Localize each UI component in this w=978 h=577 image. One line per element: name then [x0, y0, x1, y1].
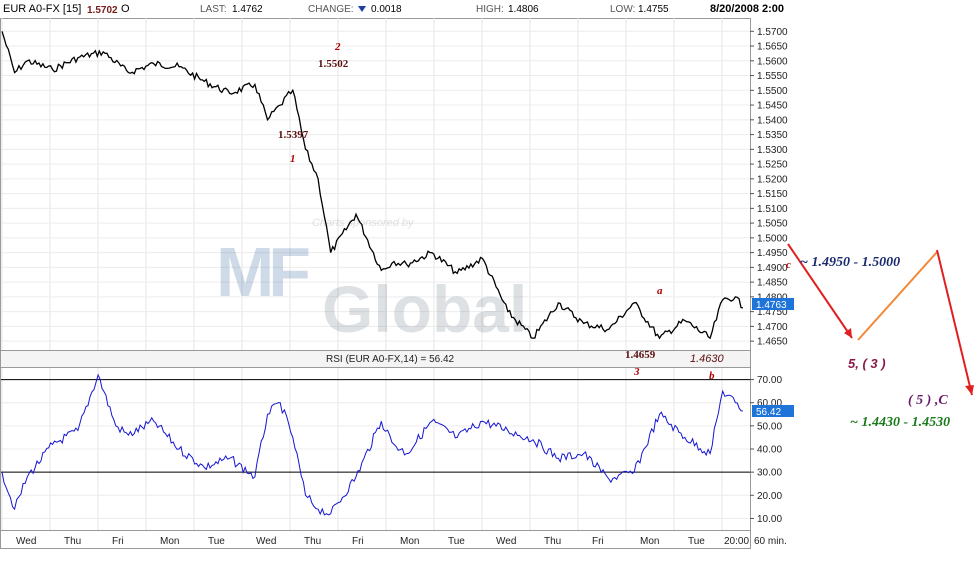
- price-tick-label: 1.5600: [757, 56, 788, 67]
- x-axis-day-labels: Wed Thu Fri Mon Tue Wed Thu Fri Mon Tue Wed Thu Fri M…: [16, 536, 749, 547]
- x-axis-day-label: Fri: [352, 536, 364, 547]
- x-axis-day-label: Thu: [544, 536, 561, 547]
- x-axis-day-label: Wed: [496, 536, 516, 547]
- x-axis-day-label: Thu: [304, 536, 321, 547]
- price-tick-label: 1.5450: [757, 101, 788, 112]
- price-tick-label: 1.5350: [757, 130, 788, 141]
- rsi-current-value: 56.42: [756, 407, 781, 418]
- rsi-tick-label: 30.00: [757, 468, 782, 479]
- datetime-label: 8/20/2008 2:00: [710, 3, 784, 15]
- rsi-tick-label: 50.00: [757, 421, 782, 432]
- price-tick-label: 1.4750: [757, 307, 788, 318]
- quote-header: EUR A0-FX [15] 1.5702 O LAST: 1.4762 CHA…: [3, 3, 784, 16]
- watermark-logo-bottom: Global: [322, 272, 527, 346]
- rsi-title: RSI (EUR A0-FX,14) = 56.42: [326, 354, 455, 365]
- high-value: 1.4806: [508, 4, 539, 15]
- price-tick-label: 1.5050: [757, 219, 788, 230]
- x-axis-day-label: Wed: [16, 536, 36, 547]
- last-label: LAST:: [200, 4, 227, 15]
- price-tick-label: 1.5150: [757, 189, 788, 200]
- x-axis-unit-label: 60 min.: [754, 536, 787, 547]
- rsi-tick-label: 70.00: [757, 375, 782, 386]
- x-axis-day-label: Fri: [592, 536, 604, 547]
- low-value: 1.4755: [638, 4, 669, 15]
- projection-labels: ~ 1.4950 - 1.5000 5, ( 3 ) ( 5 ) ,C ~ 1.…: [800, 255, 950, 430]
- rsi-series-line: [1, 373, 743, 516]
- x-axis-day-label: Mon: [640, 536, 659, 547]
- x-axis-day-label: Fri: [112, 536, 124, 547]
- price-tick-label: 1.4950: [757, 248, 788, 259]
- price-grid: [1, 18, 750, 350]
- price-tick-label: 1.4850: [757, 278, 788, 289]
- open-suffix: O: [121, 3, 130, 15]
- price-tick-label: 1.5200: [757, 174, 788, 185]
- price-tick-label: 1.5550: [757, 71, 788, 82]
- change-down-icon: [358, 6, 366, 12]
- price-tick-label: 1.5000: [757, 233, 788, 244]
- price-tick-label: 1.4800: [757, 292, 788, 303]
- high-label: HIGH:: [476, 4, 504, 15]
- wave-2-label: 2: [334, 41, 341, 53]
- rsi-tick-label: 20.00: [757, 491, 782, 502]
- wave-3-label: 3: [633, 366, 640, 378]
- price-tick-label: 1.5400: [757, 115, 788, 126]
- wave-3-value: 1.4659: [625, 349, 656, 361]
- last-value: 1.4762: [232, 4, 263, 15]
- wave-1-value: 1.5397: [278, 129, 309, 141]
- rsi-grid: [1, 368, 750, 530]
- wave-2-value: 1.5502: [318, 58, 349, 70]
- projection-wave-5: ( 5 ) ,C: [908, 393, 948, 408]
- price-tick-label: 1.5100: [757, 204, 788, 215]
- price-series-line: [1, 31, 744, 340]
- price-tick-label: 1.5700: [757, 27, 788, 38]
- projection-target-1: ~ 1.4950 - 1.5000: [800, 255, 900, 270]
- projection-target-2: ~ 1.4430 - 1.4530: [850, 415, 950, 430]
- low-label: LOW:: [610, 4, 635, 15]
- x-axis-day-label: Wed: [256, 536, 276, 547]
- price-y-axis: 1.5700 1.5650 1.5600 1.5550 1.5500 1.5450 1.54…: [750, 27, 788, 348]
- symbol-label: EUR A0-FX [15]: [3, 3, 81, 15]
- price-tick-label: 1.5300: [757, 145, 788, 156]
- price-current-value: 1.4763: [756, 300, 787, 311]
- change-value: 0.0018: [371, 4, 402, 15]
- wave-b-label: b: [709, 370, 715, 382]
- wave-b-value: 1.4630: [690, 353, 725, 365]
- rsi-tick-label: 60.00: [757, 398, 782, 409]
- watermark-logo-top: MF: [216, 233, 309, 311]
- projection-wave-3: 5, ( 3 ): [848, 356, 886, 371]
- rsi-tick-label: 10.00: [757, 514, 782, 525]
- rsi-tick-label: 40.00: [757, 445, 782, 456]
- watermark-sponsor-text: Charts sponsored by: [312, 217, 415, 229]
- price-current-badge: [752, 298, 794, 310]
- wave-c-label: c: [786, 259, 791, 271]
- x-axis-day-label: Thu: [64, 536, 81, 547]
- wave-annotations: 2 1.5502 1.5397 1 a 1.4659 3 1.4630 b c: [278, 41, 791, 382]
- x-axis-day-label: Mon: [400, 536, 419, 547]
- price-tick-label: 1.4900: [757, 263, 788, 274]
- open-value: 1.5702: [87, 5, 118, 16]
- x-axis-day-label: Tue: [208, 536, 225, 547]
- wave-1-label: 1: [290, 153, 296, 165]
- price-tick-label: 1.5500: [757, 86, 788, 97]
- price-tick-label: 1.4700: [757, 322, 788, 333]
- x-axis-day-label: Tue: [448, 536, 465, 547]
- projection-arrows: [787, 243, 974, 396]
- rsi-current-badge: [752, 405, 794, 417]
- x-axis-day-label: 20:00: [724, 536, 749, 547]
- x-axis-day-label: Mon: [160, 536, 179, 547]
- wave-a-label: a: [657, 285, 663, 297]
- mf-global-watermark: Charts sponsored by MF Global SM: [216, 217, 531, 346]
- rsi-y-axis: 70.00 60.00 50.00 40.00 30.00 20.00 10.00: [750, 375, 782, 525]
- price-tick-label: 1.5250: [757, 160, 788, 171]
- change-label: CHANGE:: [308, 4, 354, 15]
- price-tick-label: 1.4650: [757, 337, 788, 348]
- price-tick-label: 1.5650: [757, 42, 788, 53]
- x-axis-day-label: Tue: [688, 536, 705, 547]
